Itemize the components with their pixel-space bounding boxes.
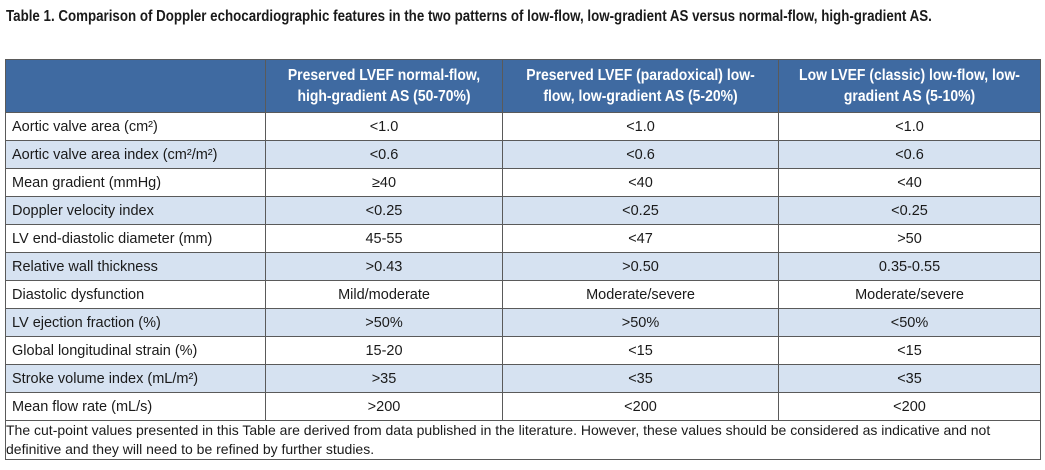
row-value: Mild/moderate <box>265 280 503 309</box>
row-label: Mean flow rate (mL/s) <box>5 392 266 421</box>
row-value: 0.35-0.55 <box>778 252 1041 281</box>
table-row: Doppler velocity index <0.25 <0.25 <0.25 <box>5 196 1041 225</box>
row-value: <0.25 <box>778 196 1041 225</box>
row-value: <50% <box>778 308 1041 337</box>
row-value: <40 <box>778 168 1041 197</box>
table-row: Mean gradient (mmHg) ≥40 <40 <40 <box>5 168 1041 197</box>
row-value: 15-20 <box>265 336 503 365</box>
row-value: >200 <box>265 392 503 421</box>
row-value: <15 <box>778 336 1041 365</box>
row-value: >50% <box>265 308 503 337</box>
table-footnote: The cut-point values presented in this T… <box>5 420 1041 460</box>
table-row: Aortic valve area (cm²) <1.0 <1.0 <1.0 <box>5 112 1041 141</box>
row-label: Stroke volume index (mL/m²) <box>5 364 266 393</box>
table-row: LV end-diastolic diameter (mm) 45-55 <47 >5… <box>5 224 1041 253</box>
table-row: Stroke volume index (mL/m²) >35 <35 <35 <box>5 364 1041 393</box>
header-cell-normal-flow: Preserved LVEF normal-flow, high-gradien… <box>265 59 503 113</box>
table-row: Diastolic dysfunction Mild/moderate Modera… <box>5 280 1041 309</box>
comparison-table: Preserved LVEF normal-flow, high-gradien… <box>5 59 1041 460</box>
table-caption: Table 1. Comparison of Doppler echocardi… <box>6 8 932 25</box>
row-value: <0.6 <box>502 140 779 169</box>
row-value: <0.6 <box>778 140 1041 169</box>
row-value: <200 <box>502 392 779 421</box>
row-value: <1.0 <box>502 112 779 141</box>
table-row: LV ejection fraction (%) >50% >50% <50% <box>5 308 1041 337</box>
table-row: Global longitudinal strain (%) 15-20 <15 <1… <box>5 336 1041 365</box>
row-label: Doppler velocity index <box>5 196 266 225</box>
row-value: <200 <box>778 392 1041 421</box>
row-label: LV end-diastolic diameter (mm) <box>5 224 266 253</box>
row-label: Aortic valve area (cm²) <box>5 112 266 141</box>
header-cell-blank <box>5 59 266 113</box>
footnote-row: The cut-point values presented in this T… <box>5 420 1041 460</box>
row-value: >0.50 <box>502 252 779 281</box>
row-value: >0.43 <box>265 252 503 281</box>
row-label: Aortic valve area index (cm²/m²) <box>5 140 266 169</box>
row-value: <35 <box>502 364 779 393</box>
row-label: Diastolic dysfunction <box>5 280 266 309</box>
header-cell-classic: Low LVEF (classic) low-flow, low-gradien… <box>778 59 1041 113</box>
table-row: Relative wall thickness >0.43 >0.50 0.35-0.… <box>5 252 1041 281</box>
row-value: >35 <box>265 364 503 393</box>
row-value: <47 <box>502 224 779 253</box>
row-value: <0.25 <box>502 196 779 225</box>
row-value: <40 <box>502 168 779 197</box>
row-value: Moderate/severe <box>778 280 1041 309</box>
row-value: <15 <box>502 336 779 365</box>
row-value: <35 <box>778 364 1041 393</box>
row-label: LV ejection fraction (%) <box>5 308 266 337</box>
row-label: Mean gradient (mmHg) <box>5 168 266 197</box>
table-row: Aortic valve area index (cm²/m²) <0.6 <0.6… <box>5 140 1041 169</box>
row-value: >50 <box>778 224 1041 253</box>
row-value: <0.6 <box>265 140 503 169</box>
row-value: <0.25 <box>265 196 503 225</box>
row-value: 45-55 <box>265 224 503 253</box>
table-row: Mean flow rate (mL/s) >200 <200 <200 <box>5 392 1041 421</box>
row-label: Global longitudinal strain (%) <box>5 336 266 365</box>
header-row: Preserved LVEF normal-flow, high-gradien… <box>5 59 1041 113</box>
row-value: Moderate/severe <box>502 280 779 309</box>
row-value: >50% <box>502 308 779 337</box>
header-cell-paradoxical: Preserved LVEF (paradoxical) low-flow, l… <box>502 59 779 113</box>
row-value: ≥40 <box>265 168 503 197</box>
row-label: Relative wall thickness <box>5 252 266 281</box>
row-value: <1.0 <box>265 112 503 141</box>
row-value: <1.0 <box>778 112 1041 141</box>
